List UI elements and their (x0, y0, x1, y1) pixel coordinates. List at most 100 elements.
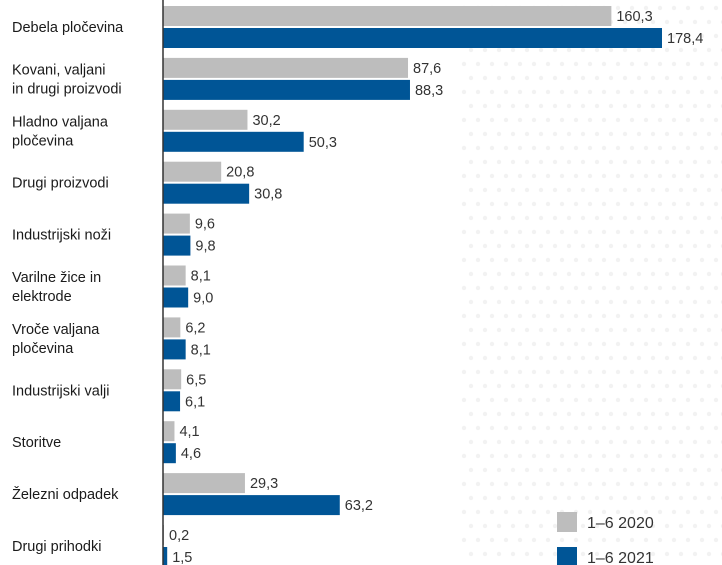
background-dot (699, 117, 705, 123)
background-dot (461, 89, 467, 95)
background-dot (552, 327, 558, 333)
background-dot (496, 551, 502, 557)
background-dot (580, 131, 586, 137)
background-dot (496, 75, 502, 81)
background-dot (706, 103, 712, 109)
background-dot (594, 495, 600, 501)
background-dot (643, 537, 649, 543)
background-dot (594, 75, 600, 81)
background-dot (482, 383, 488, 389)
background-dot (650, 75, 656, 81)
category-label: Hladno valjana pločevina (12, 114, 109, 149)
background-dot (643, 285, 649, 291)
background-dot (636, 159, 642, 165)
background-dot (706, 215, 712, 221)
background-dot (608, 159, 614, 165)
background-dot (482, 75, 488, 81)
background-dot (650, 271, 656, 277)
background-dot (622, 19, 628, 25)
background-dot (713, 369, 719, 375)
category-label: Industrijski valji (12, 383, 110, 399)
background-dot (664, 215, 670, 221)
background-dot (692, 243, 698, 249)
background-dot (524, 103, 530, 109)
background-dot (608, 131, 614, 137)
background-dot (468, 103, 474, 109)
background-dot (468, 187, 474, 193)
background-dot (629, 61, 635, 67)
bar-2021 (163, 339, 186, 360)
background-dot (664, 131, 670, 137)
background-dot (510, 551, 516, 557)
background-dot (517, 257, 523, 263)
background-dot (622, 439, 628, 445)
background-dot (706, 243, 712, 249)
category-label: Železni odpadek (12, 486, 119, 503)
background-dot (650, 467, 656, 473)
value-label: 29,3 (250, 476, 278, 492)
background-dot (678, 271, 684, 277)
category-label-line: Storitve (12, 435, 61, 451)
background-dot (678, 299, 684, 305)
background-dot (461, 145, 467, 151)
background-dot (566, 327, 572, 333)
background-dot (510, 75, 516, 81)
background-dot (510, 523, 516, 529)
background-dot (713, 117, 719, 123)
background-dot (657, 201, 663, 207)
background-dot (517, 61, 523, 67)
background-dot (608, 523, 614, 529)
background-dot (580, 355, 586, 361)
background-dot (531, 117, 537, 123)
background-dot (699, 5, 705, 11)
background-dot (482, 131, 488, 137)
background-dot (475, 61, 481, 67)
background-dot (482, 355, 488, 361)
background-dot (580, 47, 586, 53)
category-label-line: Kovani, valjani (12, 62, 106, 78)
background-dot (692, 215, 698, 221)
background-dot (538, 411, 544, 417)
value-label: 50,3 (309, 135, 337, 151)
background-dot (489, 397, 495, 403)
background-dot (671, 61, 677, 67)
background-dot (517, 509, 523, 515)
background-dot (650, 47, 656, 53)
background-dot (461, 509, 467, 515)
background-dot (510, 103, 516, 109)
background-dot (517, 229, 523, 235)
background-dot (622, 551, 628, 557)
background-dot (489, 257, 495, 263)
background-dot (468, 411, 474, 417)
background-dot (524, 215, 530, 221)
background-dot (559, 285, 565, 291)
background-dot (713, 481, 719, 487)
background-dot (489, 229, 495, 235)
background-dot (629, 313, 635, 319)
background-dot (552, 75, 558, 81)
background-dot (692, 551, 698, 557)
background-dot (706, 551, 712, 557)
background-dot (496, 187, 502, 193)
background-dot (489, 61, 495, 67)
background-dot (601, 285, 607, 291)
background-dot (566, 159, 572, 165)
background-dot (552, 103, 558, 109)
background-dot (545, 145, 551, 151)
background-dot (538, 467, 544, 473)
background-dot (566, 355, 572, 361)
background-dot (594, 187, 600, 193)
value-label: 30,2 (252, 113, 280, 129)
background-dot (657, 369, 663, 375)
background-dot (503, 145, 509, 151)
background-dot (608, 439, 614, 445)
background-dot (706, 19, 712, 25)
background-dot (545, 509, 551, 515)
background-dot (622, 355, 628, 361)
background-dot (650, 523, 656, 529)
background-dot (671, 453, 677, 459)
background-dot (615, 313, 621, 319)
background-dot (657, 285, 663, 291)
background-dot (643, 5, 649, 11)
legend-swatch (557, 512, 577, 532)
